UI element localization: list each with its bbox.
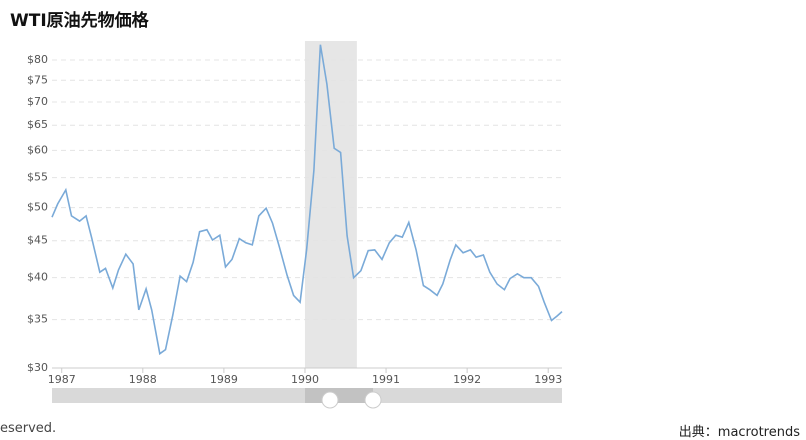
navigator-handle[interactable] — [321, 391, 339, 409]
panel — [0, 31, 606, 421]
price-line — [51, 44, 563, 356]
highlight-band — [304, 41, 357, 368]
y-tick-label: $65 — [27, 118, 48, 131]
y-tick-label: $75 — [27, 73, 48, 86]
y-tick-label: $60 — [27, 143, 48, 156]
x-tick-label: 1990 — [291, 373, 319, 386]
x-tick-label: 1993 — [534, 373, 562, 386]
footer-source: 出典：macrotrends — [678, 425, 800, 440]
footer-left: eserved. — [0, 421, 57, 436]
y-tick-label: $70 — [27, 95, 48, 108]
x-tick-label: 1988 — [129, 373, 157, 386]
navigator-window[interactable] — [305, 388, 373, 403]
chart-title: WTI原油先物価格 — [10, 11, 149, 31]
y-tick-label: $80 — [27, 53, 48, 66]
y-tick-label: $55 — [27, 171, 48, 184]
x-tick-label: 1991 — [372, 373, 400, 386]
x-tick-label: 1992 — [453, 373, 481, 386]
x-tick-label: 1989 — [210, 373, 238, 386]
y-tick-label: $30 — [27, 361, 48, 374]
y-tick-label: $45 — [27, 234, 48, 247]
y-tick-label: $50 — [27, 201, 48, 214]
navigator — [52, 388, 562, 409]
navigator-handle[interactable] — [364, 391, 382, 409]
x-tick-label: 1987 — [48, 373, 76, 386]
y-tick-label: $35 — [27, 313, 48, 326]
y-tick-label: $40 — [27, 271, 48, 284]
